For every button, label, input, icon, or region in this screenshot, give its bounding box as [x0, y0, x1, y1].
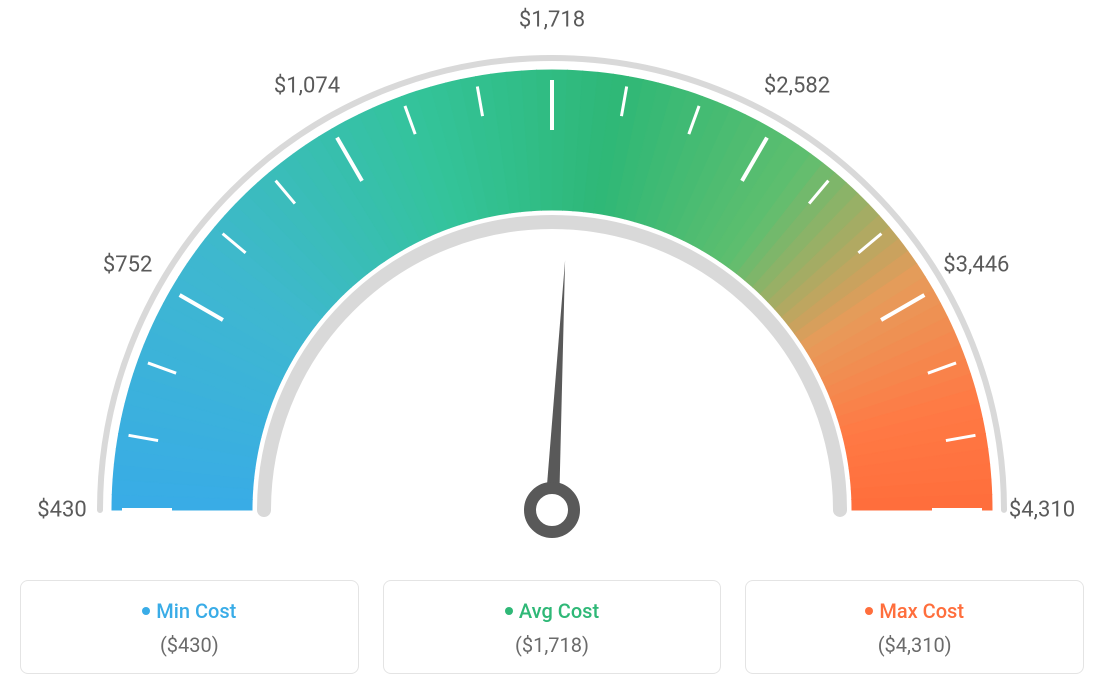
legend-card-min: Min Cost ($430) — [20, 580, 359, 674]
scale-label: $3,446 — [943, 253, 1009, 278]
scale-label: $430 — [37, 498, 86, 523]
legend-min-value: ($430) — [31, 633, 348, 657]
gauge-area: $430$752$1,074$1,718$2,582$3,446$4,310 — [20, 20, 1084, 560]
dot-icon — [505, 607, 513, 615]
legend-avg-label: Avg Cost — [519, 599, 599, 623]
legend-title-avg: Avg Cost — [394, 599, 711, 623]
cost-gauge-chart: $430$752$1,074$1,718$2,582$3,446$4,310 M… — [20, 20, 1084, 674]
scale-label: $4,310 — [1009, 498, 1075, 523]
legend-avg-value: ($1,718) — [394, 633, 711, 657]
scale-label: $1,718 — [519, 8, 585, 33]
legend-row: Min Cost ($430) Avg Cost ($1,718) Max Co… — [20, 580, 1084, 674]
dot-icon — [142, 607, 150, 615]
legend-title-min: Min Cost — [31, 599, 348, 623]
legend-card-avg: Avg Cost ($1,718) — [383, 580, 722, 674]
legend-min-label: Min Cost — [156, 599, 236, 623]
scale-label: $1,074 — [274, 73, 340, 98]
legend-max-value: ($4,310) — [756, 633, 1073, 657]
legend-max-label: Max Cost — [879, 599, 964, 623]
dot-icon — [865, 607, 873, 615]
legend-title-max: Max Cost — [756, 599, 1073, 623]
scale-label: $752 — [103, 253, 152, 278]
legend-card-max: Max Cost ($4,310) — [745, 580, 1084, 674]
gauge-svg — [20, 20, 1084, 560]
scale-label: $2,582 — [764, 73, 830, 98]
